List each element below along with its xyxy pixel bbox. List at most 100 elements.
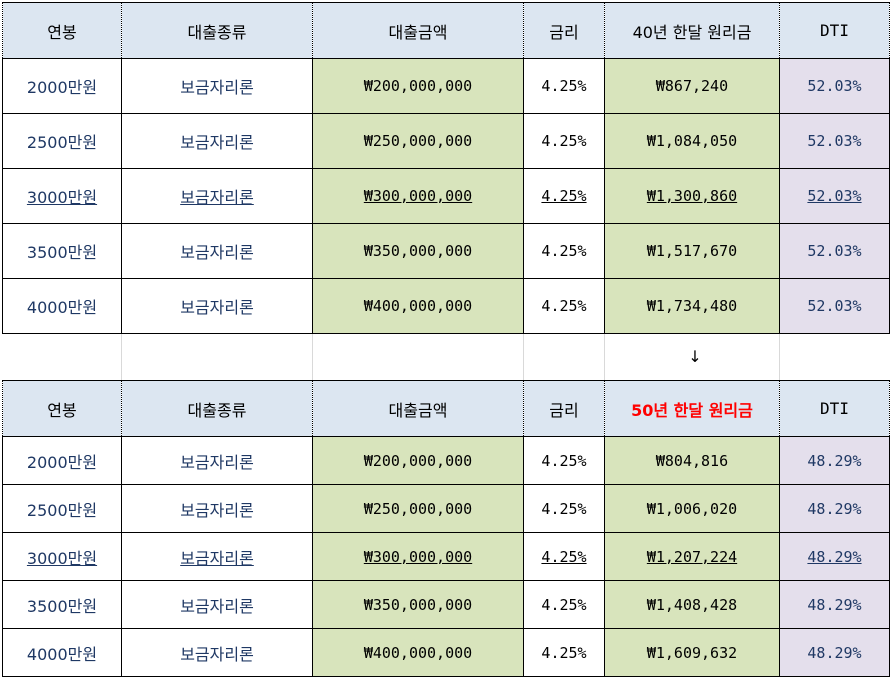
- salary-cell: 2500만원: [2, 113, 122, 169]
- loan-amount-cell: ₩300,000,000: [312, 532, 524, 581]
- spacer-cell: [121, 334, 313, 380]
- rate-cell: 4.25%: [523, 436, 605, 485]
- loan-amount-cell: ₩250,000,000: [312, 113, 524, 169]
- loan-type-cell: 보금자리론: [121, 532, 313, 581]
- loan-amount-cell: ₩350,000,000: [312, 223, 524, 279]
- rate-cell: 4.25%: [523, 278, 605, 334]
- monthly-payment-cell: ₩1,084,050: [604, 113, 780, 169]
- loan-type-cell: 보금자리론: [121, 628, 313, 677]
- loan-type-cell: 보금자리론: [121, 223, 313, 279]
- loan-type-cell: 보금자리론: [121, 113, 313, 169]
- dti-link[interactable]: 48.29%: [807, 547, 862, 566]
- table-row: 4000만원 보금자리론 ₩400,000,000 4.25% ₩1,609,6…: [2, 628, 890, 677]
- header-row: 연봉 대출종류 대출금액 금리 40년 한달 원리금 DTI: [2, 2, 890, 59]
- loan-type-link[interactable]: 보금자리론: [180, 548, 254, 568]
- loan-type-cell: 보금자리론: [121, 168, 313, 224]
- loan-amount-link[interactable]: ₩300,000,000: [363, 547, 473, 566]
- loan-amount-cell: ₩400,000,000: [312, 628, 524, 677]
- header-monthly-payment-highlight: 50년 한달 원리금: [604, 380, 780, 437]
- header-salary: 연봉: [2, 2, 122, 59]
- salary-cell: 4000만원: [2, 628, 122, 677]
- loan-amount-cell: ₩400,000,000: [312, 278, 524, 334]
- table-row: 2500만원 보금자리론 ₩250,000,000 4.25% ₩1,006,0…: [2, 484, 890, 533]
- loan-amount-cell: ₩200,000,000: [312, 58, 524, 114]
- loan-type-link[interactable]: 보금자리론: [180, 188, 254, 207]
- monthly-payment-cell: ₩1,734,480: [604, 278, 780, 334]
- salary-cell: 3500만원: [2, 580, 122, 629]
- loan-type-cell: 보금자리론: [121, 580, 313, 629]
- rate-link[interactable]: 4.25%: [541, 547, 587, 566]
- loan-type-cell: 보금자리론: [121, 58, 313, 114]
- monthly-payment-cell: ₩1,207,224: [604, 532, 780, 581]
- table-row-highlighted: 3000만원 보금자리론 ₩300,000,000 4.25% ₩1,207,2…: [2, 532, 890, 581]
- loan-amount-cell: ₩350,000,000: [312, 580, 524, 629]
- rate-cell: 4.25%: [523, 628, 605, 677]
- rate-cell: 4.25%: [523, 58, 605, 114]
- table-row: 2000만원 보금자리론 ₩200,000,000 4.25% ₩804,816…: [2, 436, 890, 485]
- loan-amount-cell: ₩300,000,000: [312, 168, 524, 224]
- dti-cell: 48.29%: [779, 580, 890, 629]
- spacer-cell: [312, 334, 524, 380]
- dti-link[interactable]: 52.03%: [807, 187, 862, 205]
- rate-link[interactable]: 4.25%: [541, 187, 587, 205]
- table-row: 2500만원 보금자리론 ₩250,000,000 4.25% ₩1,084,0…: [2, 113, 890, 169]
- loan-amount-cell: ₩200,000,000: [312, 436, 524, 485]
- dti-cell: 52.03%: [779, 223, 890, 279]
- rate-cell: 4.25%: [523, 484, 605, 533]
- salary-cell: 2500만원: [2, 484, 122, 533]
- dti-cell: 52.03%: [779, 168, 890, 224]
- loan-amount-link[interactable]: ₩300,000,000: [363, 187, 473, 205]
- salary-link[interactable]: 3000만원: [26, 548, 98, 568]
- header-rate: 금리: [523, 380, 605, 437]
- dti-cell: 48.29%: [779, 628, 890, 677]
- salary-cell: 3500만원: [2, 223, 122, 279]
- header-loan-type: 대출종류: [121, 2, 313, 59]
- table-row: 2000만원 보금자리론 ₩200,000,000 4.25% ₩867,240…: [2, 58, 890, 114]
- monthly-payment-link[interactable]: ₩1,207,224: [646, 547, 738, 566]
- monthly-payment-cell: ₩1,517,670: [604, 223, 780, 279]
- loan-type-cell: 보금자리론: [121, 278, 313, 334]
- down-arrow-icon: ↓: [688, 347, 702, 366]
- salary-cell: 3000만원: [2, 532, 122, 581]
- header-monthly-payment: 40년 한달 원리금: [604, 2, 780, 59]
- salary-cell: 2000만원: [2, 58, 122, 114]
- header-loan-amount: 대출금액: [312, 2, 524, 59]
- loan-table-50yr: 연봉 대출종류 대출금액 금리 50년 한달 원리금 DTI 2000만원 보금…: [2, 380, 890, 677]
- header-salary: 연봉: [2, 380, 122, 437]
- dti-cell: 48.29%: [779, 532, 890, 581]
- loan-amount-cell: ₩250,000,000: [312, 484, 524, 533]
- spacer-cell: [604, 334, 780, 380]
- loan-type-cell: 보금자리론: [121, 484, 313, 533]
- loan-table-40yr: 연봉 대출종류 대출금액 금리 40년 한달 원리금 DTI 2000만원 보금…: [2, 2, 890, 334]
- table-row-highlighted: 3000만원 보금자리론 ₩300,000,000 4.25% ₩1,300,8…: [2, 168, 890, 224]
- dti-cell: 52.03%: [779, 278, 890, 334]
- header-loan-amount: 대출금액: [312, 380, 524, 437]
- loan-type-cell: 보금자리론: [121, 436, 313, 485]
- salary-cell: 2000만원: [2, 436, 122, 485]
- spacer-cell: [523, 334, 605, 380]
- spacer-row: ↓: [2, 334, 888, 380]
- rate-cell: 4.25%: [523, 113, 605, 169]
- dti-cell: 52.03%: [779, 58, 890, 114]
- dti-cell: 52.03%: [779, 113, 890, 169]
- header-rate: 금리: [523, 2, 605, 59]
- rate-cell: 4.25%: [523, 580, 605, 629]
- monthly-payment-link[interactable]: ₩1,300,860: [646, 187, 738, 205]
- salary-link[interactable]: 3000만원: [26, 188, 98, 207]
- salary-cell: 4000만원: [2, 278, 122, 334]
- header-dti: DTI: [779, 2, 890, 59]
- monthly-payment-cell: ₩867,240: [604, 58, 780, 114]
- table-row: 4000만원 보금자리론 ₩400,000,000 4.25% ₩1,734,4…: [2, 278, 890, 334]
- spacer-cell: [2, 334, 122, 380]
- monthly-payment-cell: ₩1,408,428: [604, 580, 780, 629]
- header-loan-type: 대출종류: [121, 380, 313, 437]
- monthly-payment-cell: ₩1,609,632: [604, 628, 780, 677]
- header-row: 연봉 대출종류 대출금액 금리 50년 한달 원리금 DTI: [2, 380, 890, 437]
- table-row: 3500만원 보금자리론 ₩350,000,000 4.25% ₩1,517,6…: [2, 223, 890, 279]
- rate-cell: 4.25%: [523, 168, 605, 224]
- table-row: 3500만원 보금자리론 ₩350,000,000 4.25% ₩1,408,4…: [2, 580, 890, 629]
- monthly-payment-cell: ₩1,006,020: [604, 484, 780, 533]
- monthly-payment-cell: ₩804,816: [604, 436, 780, 485]
- dti-cell: 48.29%: [779, 484, 890, 533]
- header-dti: DTI: [779, 380, 890, 437]
